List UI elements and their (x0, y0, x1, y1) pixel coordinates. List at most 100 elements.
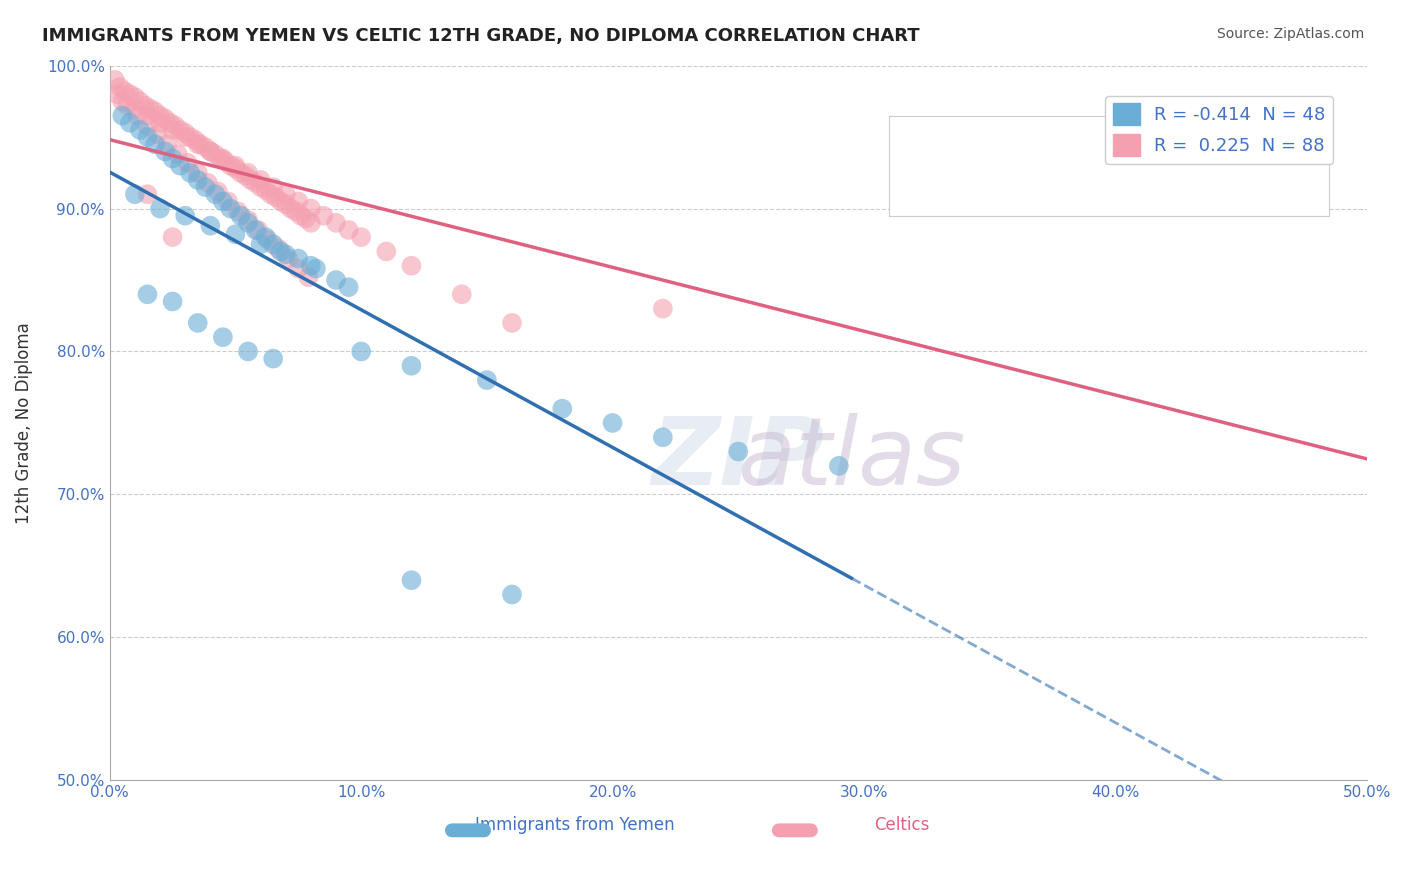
Point (159, 116, 181, 130)
Point (270, 244, 292, 259)
Point (136, 119, 159, 133)
Point (105, 87, 128, 102)
Point (267, 242, 290, 256)
Point (187, 137, 209, 152)
Point (312, 209, 335, 223)
Point (212, 152, 235, 166)
Y-axis label: 12th Grade, No Diploma: 12th Grade, No Diploma (15, 322, 32, 524)
Point (184, 133, 207, 147)
Point (651, 301, 673, 316)
Point (401, 359, 423, 373)
Point (200, 219, 222, 233)
Point (247, 223, 270, 237)
Point (501, 587, 523, 601)
Point (124, 90, 146, 104)
Point (187, 173, 209, 187)
Point (401, 259, 423, 273)
Point (108, 80, 131, 95)
Point (212, 194, 235, 209)
Point (651, 430, 673, 444)
Point (262, 351, 284, 366)
Point (284, 204, 307, 219)
Point (235, 169, 257, 183)
Point (249, 237, 271, 252)
Point (165, 119, 187, 133)
Point (224, 227, 246, 242)
Point (262, 180, 284, 194)
Point (143, 104, 166, 119)
Point (146, 127, 169, 141)
Point (219, 159, 242, 173)
Point (143, 137, 166, 152)
Point (187, 316, 209, 330)
Point (262, 237, 284, 252)
Point (207, 185, 229, 199)
Point (162, 294, 184, 309)
Text: ZIP: ZIP (652, 413, 825, 505)
Point (602, 416, 624, 430)
Point (169, 159, 191, 173)
Point (375, 244, 398, 259)
Point (236, 216, 259, 230)
Point (111, 95, 134, 109)
Point (226, 204, 249, 219)
Point (194, 180, 217, 194)
Point (337, 280, 360, 294)
Point (270, 194, 292, 209)
Point (114, 84, 136, 98)
Point (179, 166, 201, 180)
Point (401, 573, 423, 587)
Point (174, 126, 197, 140)
Point (1154, 187, 1177, 202)
Point (217, 194, 239, 209)
Point (214, 154, 236, 169)
Point (136, 187, 159, 202)
Point (229, 209, 252, 223)
Point (204, 147, 226, 161)
Point (104, 73, 127, 87)
Point (176, 156, 198, 170)
Point (124, 187, 146, 202)
Point (274, 247, 297, 261)
Point (236, 344, 259, 359)
Point (297, 270, 319, 285)
Point (245, 223, 267, 237)
Point (209, 152, 232, 166)
Point (136, 109, 159, 123)
Point (197, 176, 219, 190)
Point (124, 102, 146, 116)
Point (118, 87, 141, 102)
Text: Immigrants from Yemen: Immigrants from Yemen (475, 816, 675, 834)
Point (236, 213, 259, 227)
Point (169, 123, 191, 137)
Point (551, 401, 574, 416)
Point (299, 259, 322, 273)
Text: IMMIGRANTS FROM YEMEN VS CELTIC 12TH GRADE, NO DIPLOMA CORRELATION CHART: IMMIGRANTS FROM YEMEN VS CELTIC 12TH GRA… (42, 27, 920, 45)
Point (162, 152, 184, 166)
Point (277, 252, 299, 266)
Point (111, 109, 134, 123)
Point (727, 444, 749, 458)
Point (295, 211, 318, 226)
Point (149, 116, 172, 130)
Point (136, 130, 159, 145)
Text: Source: ZipAtlas.com: Source: ZipAtlas.com (1216, 27, 1364, 41)
Point (350, 230, 373, 244)
Point (187, 166, 209, 180)
Point (245, 176, 267, 190)
Point (501, 316, 523, 330)
Point (134, 98, 156, 112)
Point (299, 216, 322, 230)
Point (287, 194, 309, 209)
Point (236, 166, 259, 180)
Point (350, 344, 373, 359)
Point (325, 273, 347, 287)
Point (337, 223, 360, 237)
Point (149, 109, 172, 123)
Text: Celtics: Celtics (875, 816, 929, 834)
Point (149, 202, 172, 216)
Point (179, 130, 201, 145)
Point (117, 98, 139, 112)
Point (204, 187, 226, 202)
Point (118, 116, 141, 130)
